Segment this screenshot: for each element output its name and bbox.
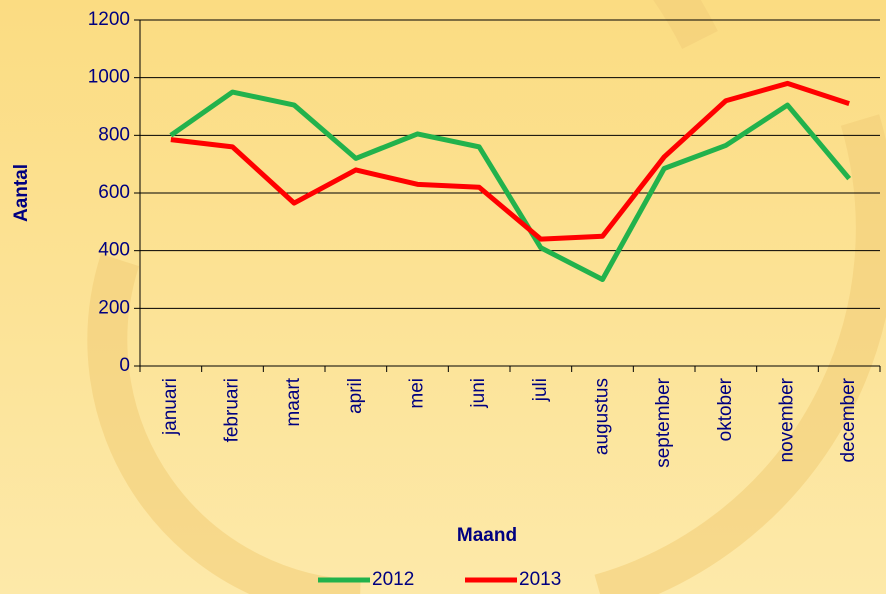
y-tick-label: 200 [98,297,130,318]
x-tick-label: maart [283,377,304,426]
chart: Maand Aantal 0 200 400 600 800 1000 1200 januar… [0,0,886,594]
x-tick-label: december [838,377,859,462]
legend-label: 2013 [519,569,561,590]
y-tick-label: 600 [98,182,130,203]
x-tick-label: juni [468,378,489,409]
page: Maand Aantal 0 200 400 600 800 1000 1200 januar… [0,0,886,594]
x-tick-label: mei [407,378,428,409]
x-tick-label: januari [160,378,181,436]
x-tick-label: oktober [715,377,736,441]
y-tick-label: 1200 [88,9,130,30]
y-tick-label: 400 [98,240,130,261]
y-tick-label: 0 [119,355,130,376]
x-tick-label: juli [530,378,551,402]
y-tick-label: 1000 [88,67,130,88]
x-tick-label: augustus [592,378,613,455]
y-axis-title: Aantal [11,164,32,222]
x-axis-title: Maand [457,525,517,546]
legend-label: 2012 [372,569,414,590]
x-tick-label: september [653,377,674,467]
x-tick-label: november [777,377,798,462]
x-tick-label: februari [222,378,243,442]
x-tick-label: april [345,378,366,414]
y-tick-label: 800 [98,124,130,145]
